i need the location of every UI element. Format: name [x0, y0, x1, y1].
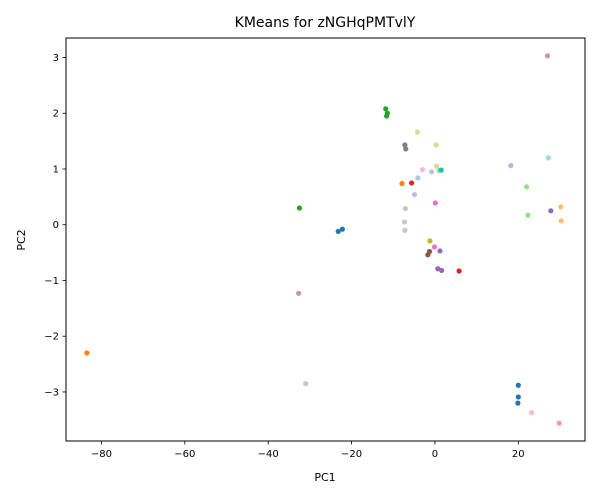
- y-axis: −3 −2 −1 0 1 2 3: [44, 53, 66, 398]
- x-tick-label: −20: [341, 449, 362, 460]
- data-point: [335, 228, 341, 235]
- x-tick-label: −40: [258, 449, 279, 460]
- data-point: [403, 146, 409, 152]
- y-tick-label: 0: [53, 220, 59, 231]
- y-tick-label: −1: [44, 276, 59, 287]
- data-point: [558, 218, 564, 224]
- plot-frame: [65, 37, 586, 442]
- data-point: [556, 420, 562, 426]
- data-point: [544, 53, 551, 59]
- data-point: [548, 208, 554, 214]
- y-tick-label: 1: [53, 164, 59, 175]
- data-point: [524, 184, 530, 190]
- data-point: [428, 169, 435, 175]
- data-point: [303, 380, 309, 387]
- data-point: [411, 192, 418, 198]
- chart-title: KMeans for zNGHqPMTvlY: [235, 15, 416, 31]
- data-point: [296, 205, 303, 211]
- points-layer: [84, 53, 564, 426]
- data-point: [402, 142, 408, 148]
- data-point: [508, 163, 514, 169]
- data-point: [438, 167, 444, 173]
- data-point: [439, 267, 445, 274]
- y-axis-label: PC2: [15, 229, 28, 250]
- data-point: [545, 155, 551, 161]
- y-tick-label: 2: [53, 109, 59, 120]
- data-point: [383, 106, 389, 112]
- data-point: [437, 248, 443, 254]
- data-point: [415, 175, 421, 181]
- data-point: [515, 400, 521, 406]
- data-point: [427, 238, 433, 244]
- data-point: [84, 350, 90, 356]
- data-point: [419, 166, 426, 173]
- data-point: [408, 180, 415, 186]
- x-tick-label: 0: [432, 449, 438, 460]
- y-tick-label: −2: [44, 332, 59, 343]
- data-point: [515, 394, 521, 400]
- data-point: [401, 219, 408, 225]
- data-point: [339, 226, 345, 232]
- data-point: [383, 113, 390, 119]
- data-point: [414, 129, 421, 135]
- data-point: [434, 163, 440, 169]
- data-point: [529, 409, 535, 416]
- data-point: [433, 142, 439, 148]
- data-point: [425, 252, 431, 258]
- data-point: [296, 290, 302, 296]
- x-axis-label: PC1: [314, 471, 335, 484]
- x-tick-label: −80: [91, 449, 112, 460]
- data-point: [558, 204, 564, 210]
- y-tick-label: 3: [53, 53, 59, 64]
- data-point: [515, 382, 521, 388]
- x-tick-label: −60: [174, 449, 195, 460]
- data-point: [399, 180, 405, 187]
- data-point: [456, 268, 462, 274]
- data-point: [525, 212, 531, 218]
- data-point: [432, 200, 438, 206]
- x-axis: −80 −60 −40 −20 0 20: [91, 441, 525, 460]
- y-tick-label: −3: [44, 387, 59, 398]
- x-tick-label: 20: [512, 449, 525, 460]
- data-point: [431, 244, 438, 250]
- data-point: [402, 227, 408, 233]
- data-point: [402, 205, 408, 212]
